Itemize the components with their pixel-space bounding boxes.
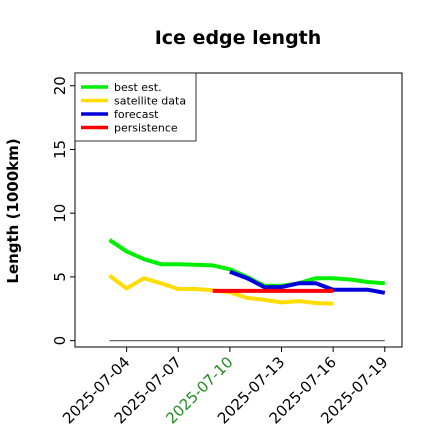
y-axis-label: Length (1000km) xyxy=(4,138,22,283)
y-tick-label: 0 xyxy=(51,336,69,346)
legend-label: best est. xyxy=(114,81,162,94)
series-line-forecast xyxy=(229,269,386,295)
legend-label: satellite data xyxy=(114,95,186,108)
legend-label: persistence xyxy=(114,122,178,135)
plot-frame xyxy=(74,72,403,348)
y-tick-label: 10 xyxy=(51,204,69,223)
y-tick-label: 5 xyxy=(51,272,69,282)
legend-box xyxy=(74,72,197,142)
chart-title: Ice edge length xyxy=(155,27,322,49)
y-tick-label: 20 xyxy=(51,76,69,95)
legend: best est.satellite dataforecastpersisten… xyxy=(74,72,197,142)
y-axis-ticks: 0 5 10 15 20 xyxy=(51,76,75,345)
legend-label: forecast xyxy=(114,108,159,121)
y-tick-label: 15 xyxy=(51,140,69,159)
series-layer xyxy=(108,238,386,342)
x-axis-ticks: 2025-07-042025-07-072025-07-102025-07-13… xyxy=(59,347,392,427)
